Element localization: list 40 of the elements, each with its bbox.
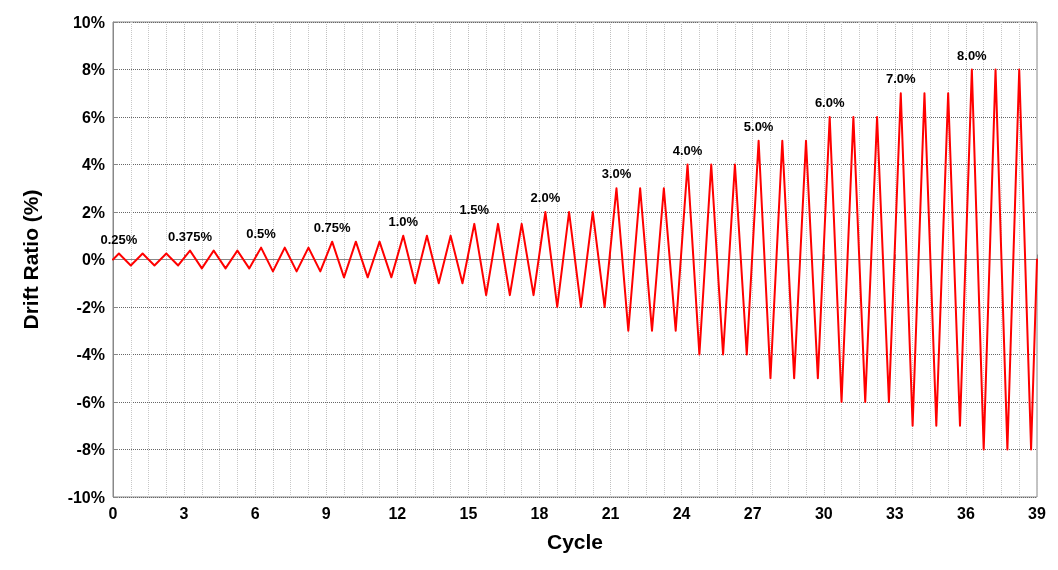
x-axis-title: Cycle [546,530,604,553]
annotation: 3.0% [601,166,632,182]
annotation: 0.375% [167,228,213,244]
y-tick-label: -10% [67,488,105,506]
x-tick-label: 0 [108,504,118,522]
x-tick-label: 24 [672,504,691,522]
y-tick-label: -2% [76,298,105,316]
x-tick-label: 9 [321,504,331,522]
x-tick-label: 21 [601,504,620,522]
annotation: 6.0% [814,95,845,110]
x-tick-label: 36 [957,504,975,522]
annotation: 5.0% [743,118,774,134]
x-tick-label: 33 [885,504,904,522]
y-tick-label: 6% [81,108,105,126]
x-tick-label: 3 [179,504,189,522]
x-tick-label: 39 [1028,504,1046,522]
y-tick-label: -6% [76,393,105,411]
annotation: 1.5% [459,201,490,217]
annotation: 0.25% [100,231,138,247]
annotation: 8.0% [957,47,988,63]
annotation: 4.0% [672,142,703,158]
y-tick-label: 0% [81,251,105,268]
y-tick-label: -8% [76,441,105,458]
y-tick-label: 2% [81,203,105,221]
annotation: 0.75% [313,219,352,235]
x-tick-label: 6 [250,504,260,522]
y-tick-label: 8% [81,61,105,78]
annotation: 2.0% [530,190,561,205]
x-tick-label: 12 [388,504,407,522]
y-tick-label: 10% [72,13,105,31]
x-tick-label: 18 [530,504,549,522]
x-tick-label: 27 [743,504,762,522]
annotation: 1.0% [388,213,419,229]
annotation: 7.0% [885,71,917,87]
y-axis-title: Drift Ratio (%) [19,189,42,330]
annotation: 0.5% [246,225,277,241]
y-tick-label: -4% [76,346,105,363]
x-tick-label: 30 [814,504,833,522]
y-tick-label: 4% [81,156,105,173]
x-tick-label: 15 [459,504,478,522]
